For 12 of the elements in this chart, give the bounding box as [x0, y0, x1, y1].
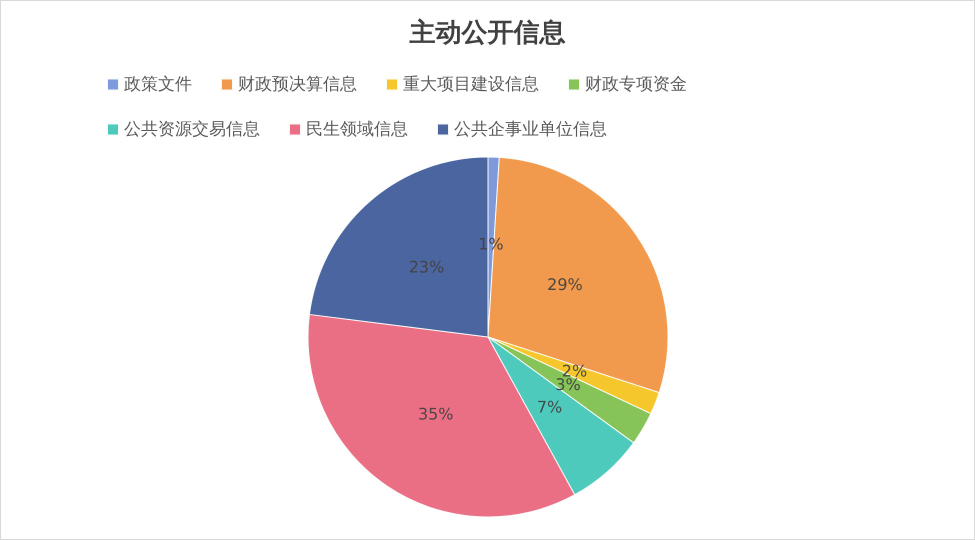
chart-title: 主动公开信息 — [408, 18, 566, 48]
legend-label: 政策文件 — [124, 74, 192, 94]
legend-label: 民生领域信息 — [306, 120, 408, 140]
legend-label: 公共企事业单位信息 — [454, 120, 607, 140]
legend-label: 财政预决算信息 — [238, 74, 357, 94]
data-label: 7% — [536, 397, 562, 416]
legend-label: 公共资源交易信息 — [124, 120, 260, 140]
data-label: 29% — [547, 275, 583, 294]
legend-label: 财政专项资金 — [585, 74, 687, 94]
legend-label: 重大项目建设信息 — [403, 74, 539, 94]
data-label: 23% — [408, 258, 444, 277]
data-label: 35% — [418, 404, 454, 424]
